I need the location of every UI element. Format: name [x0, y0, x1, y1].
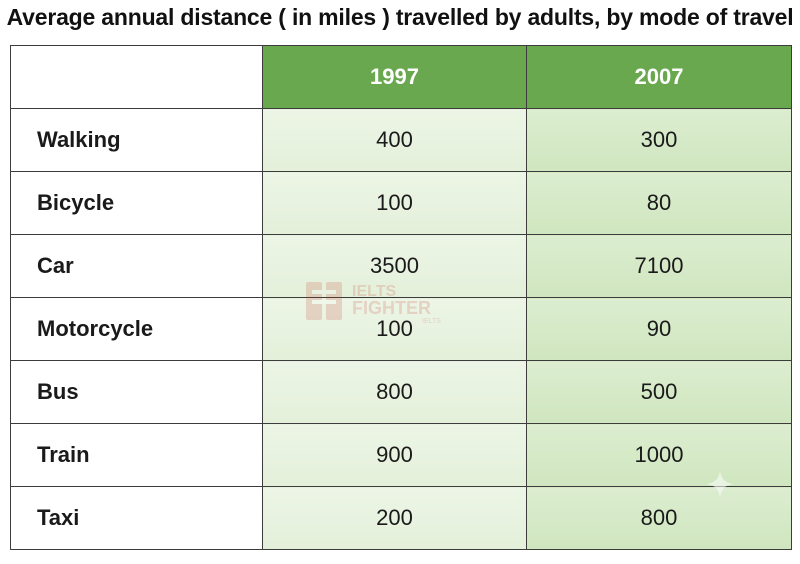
row-label: Car	[10, 234, 263, 298]
data-table: 1997 2007 Walking 400 300 Bicycle 100 80 Car 35…	[10, 45, 792, 550]
cell-1997: 800	[262, 360, 527, 424]
table-row: Taxi 200 800	[10, 486, 792, 550]
row-label: Train	[10, 423, 263, 487]
table-row: Bicycle 100 80	[10, 171, 792, 235]
cell-1997: 200	[262, 486, 527, 550]
cell-2007: 7100	[526, 234, 792, 298]
cell-2007: 80	[526, 171, 792, 235]
cell-2007: 300	[526, 108, 792, 172]
table-row: Motorcycle 100 90	[10, 297, 792, 361]
row-label: Bicycle	[10, 171, 263, 235]
column-header-1997: 1997	[262, 45, 527, 109]
cell-1997: 100	[262, 297, 527, 361]
column-header-2007: 2007	[526, 45, 792, 109]
row-label: Walking	[10, 108, 263, 172]
row-label: Motorcycle	[10, 297, 263, 361]
cell-2007: 90	[526, 297, 792, 361]
cell-1997: 400	[262, 108, 527, 172]
corner-cell	[10, 45, 263, 109]
cell-2007: 500	[526, 360, 792, 424]
cell-1997: 3500	[262, 234, 527, 298]
table-body: Walking 400 300 Bicycle 100 80 Car 3500 7100 Moto…	[10, 108, 792, 550]
table-row: Train 900 1000	[10, 423, 792, 487]
cell-2007: 800	[526, 486, 792, 550]
cell-1997: 100	[262, 171, 527, 235]
table-row: Car 3500 7100	[10, 234, 792, 298]
cell-2007: 1000	[526, 423, 792, 487]
table-row: Walking 400 300	[10, 108, 792, 172]
table-row: Bus 800 500	[10, 360, 792, 424]
sparkle-icon	[706, 470, 734, 498]
cell-1997: 900	[262, 423, 527, 487]
chart-title: Average annual distance ( in miles ) tra…	[6, 4, 794, 30]
header-row: 1997 2007	[10, 45, 792, 109]
row-label: Bus	[10, 360, 263, 424]
row-label: Taxi	[10, 486, 263, 550]
